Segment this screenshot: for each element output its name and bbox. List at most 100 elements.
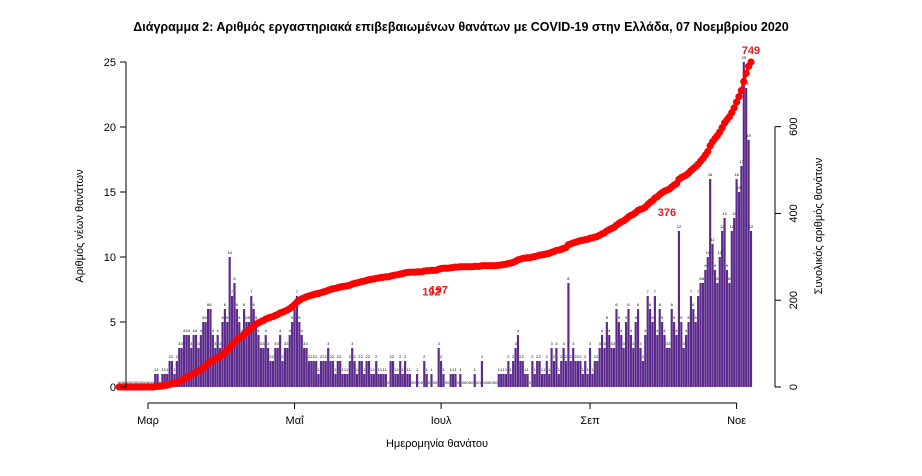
bar-label: 1 bbox=[154, 367, 157, 372]
bar-label: 13 bbox=[722, 211, 727, 216]
bar bbox=[377, 374, 380, 387]
bar bbox=[509, 374, 512, 387]
bar bbox=[180, 348, 183, 387]
y2-tick-label: 600 bbox=[788, 117, 800, 135]
bar bbox=[617, 322, 620, 387]
bar-label: 6 bbox=[224, 302, 227, 307]
bar bbox=[572, 348, 575, 387]
bar bbox=[317, 374, 320, 387]
x-tick-label: Σεπ bbox=[580, 415, 600, 427]
bar bbox=[204, 322, 207, 387]
bar-label: 1 bbox=[378, 367, 381, 372]
bar bbox=[538, 361, 541, 387]
bar-label: 1 bbox=[173, 367, 176, 372]
bar-label: 3 bbox=[197, 341, 200, 346]
bar-label: 3 bbox=[668, 341, 671, 346]
bar-label: 1 bbox=[317, 367, 320, 372]
bar-label: 6 bbox=[243, 302, 246, 307]
bar-label: 19 bbox=[746, 133, 751, 138]
bar-label: 3 bbox=[613, 341, 616, 346]
bar-labels-group: 0000000000000001101112212334443443455664… bbox=[118, 55, 754, 385]
bar bbox=[637, 309, 640, 387]
bar bbox=[154, 374, 157, 387]
bar-label: 1 bbox=[164, 367, 167, 372]
bar bbox=[394, 374, 397, 387]
bar-label: 1 bbox=[426, 367, 429, 372]
bar-label: 3 bbox=[603, 341, 606, 346]
bar-label: 4 bbox=[644, 328, 647, 333]
bar bbox=[600, 335, 604, 387]
bar bbox=[375, 361, 378, 387]
bar bbox=[521, 361, 524, 387]
bar-label: 5 bbox=[673, 315, 676, 320]
bar bbox=[161, 374, 164, 387]
bar bbox=[228, 257, 231, 387]
bar bbox=[685, 335, 688, 387]
bar-label: 3 bbox=[555, 341, 558, 346]
bar-label: 1 bbox=[548, 367, 551, 372]
bar bbox=[725, 270, 729, 387]
bar bbox=[634, 322, 637, 387]
bar-label: 6 bbox=[637, 302, 640, 307]
bar-label: 1 bbox=[370, 367, 373, 372]
bar bbox=[519, 361, 522, 387]
bar-label: 2 bbox=[399, 354, 402, 359]
bar-label: 4 bbox=[188, 328, 191, 333]
bar-label: 3 bbox=[262, 341, 265, 346]
bar-label: 2 bbox=[575, 354, 578, 359]
bar bbox=[581, 374, 584, 387]
bar bbox=[245, 322, 248, 387]
bar bbox=[353, 361, 356, 387]
bar-label: 1 bbox=[454, 367, 457, 372]
bar bbox=[745, 88, 748, 387]
bar bbox=[612, 348, 616, 387]
bar bbox=[574, 361, 577, 387]
bar bbox=[557, 374, 560, 387]
bar-label: 2 bbox=[553, 354, 556, 359]
annotation-label-2: 376 bbox=[658, 207, 676, 219]
bar-label: 5 bbox=[635, 315, 638, 320]
bar-label: 4 bbox=[241, 328, 244, 333]
bar-label: 12 bbox=[749, 224, 754, 229]
cumulative-point bbox=[732, 98, 741, 106]
bar bbox=[567, 283, 570, 387]
bar-label: 1 bbox=[356, 367, 359, 372]
bar bbox=[348, 361, 351, 387]
y2-tick-label: 200 bbox=[788, 291, 800, 309]
bar bbox=[704, 270, 707, 387]
bar-label: 0 bbox=[147, 380, 150, 385]
bar bbox=[735, 179, 738, 387]
bar bbox=[596, 361, 599, 387]
bar-label: 5 bbox=[680, 315, 683, 320]
bar bbox=[713, 270, 717, 387]
bar-label: 1 bbox=[344, 367, 347, 372]
bar-label: 2 bbox=[423, 354, 426, 359]
bar-label: 8 bbox=[728, 276, 731, 281]
bar bbox=[367, 361, 371, 387]
bar-label: 2 bbox=[594, 354, 597, 359]
bar-label: 2 bbox=[531, 354, 534, 359]
bar bbox=[415, 374, 419, 387]
bar-label: 3 bbox=[683, 341, 686, 346]
bar bbox=[329, 361, 332, 387]
bar-label: 6 bbox=[209, 302, 212, 307]
bar-label: 1 bbox=[406, 367, 409, 372]
bar-label: 4 bbox=[257, 328, 260, 333]
bar bbox=[627, 309, 630, 387]
bar bbox=[250, 296, 253, 387]
bar-label: 0 bbox=[414, 380, 417, 385]
bar bbox=[668, 348, 671, 387]
bar bbox=[233, 283, 236, 387]
bar bbox=[235, 309, 238, 387]
bar bbox=[507, 361, 510, 387]
bar bbox=[423, 361, 426, 387]
bar-label: 3 bbox=[284, 341, 287, 346]
bar bbox=[298, 322, 301, 387]
bar bbox=[310, 361, 313, 387]
bar-label: 3 bbox=[611, 341, 614, 346]
bar-label: 0 bbox=[457, 380, 460, 385]
bar bbox=[185, 335, 188, 387]
bar-label: 2 bbox=[538, 354, 541, 359]
y-axis-left: 0 5 10 15 20 25 bbox=[104, 57, 127, 394]
x-tick-label: Μαρ bbox=[137, 415, 159, 427]
